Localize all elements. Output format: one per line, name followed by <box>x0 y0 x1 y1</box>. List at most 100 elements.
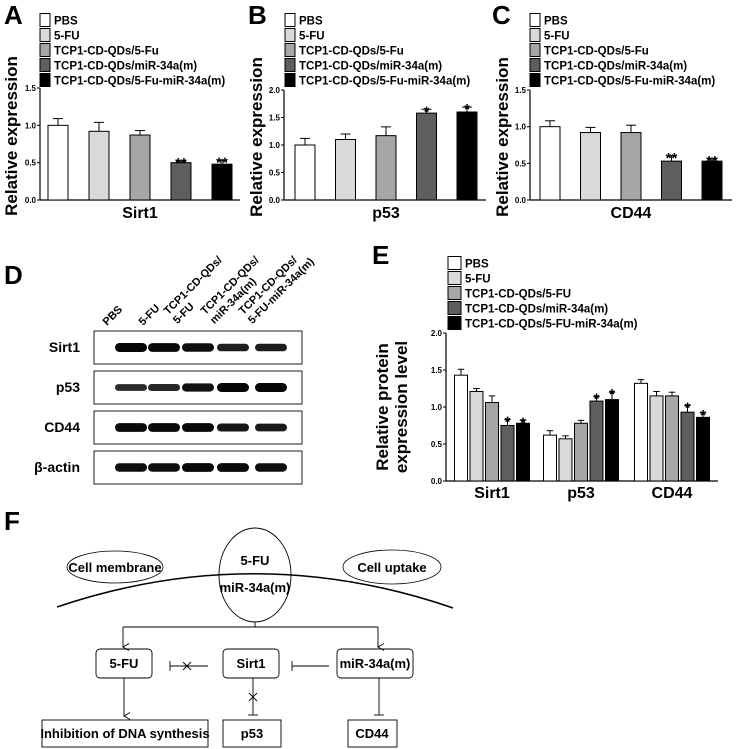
legend-label: TCP1-CD-QDs/5-FU <box>465 289 571 301</box>
bar <box>88 130 110 201</box>
legend-swatch <box>284 73 296 87</box>
y-tick-label: 1.5 <box>431 366 443 375</box>
significance-marker: * <box>424 103 430 120</box>
protein-band <box>182 463 214 472</box>
bar <box>469 390 484 482</box>
y-axis-label: Relative expression <box>493 57 512 217</box>
chart-b: PBS 5-FU TCP1-CD-QDs/5-Fu TCP1-CD-QDs/miR-3… <box>247 13 486 222</box>
bar <box>485 402 499 482</box>
legend-label: TCP1-CD-QDs/5-Fu <box>54 46 159 58</box>
cell-membrane-oval <box>66 550 164 584</box>
significance-marker: * <box>520 414 526 431</box>
protein-band <box>148 463 180 472</box>
bar <box>620 132 642 201</box>
y-tick-label: 1.5 <box>25 84 37 93</box>
significance-marker: * <box>464 101 470 118</box>
protein-band <box>115 463 147 472</box>
legend-label: TCP1-CD-QDs/miR-34a(m) <box>299 61 442 73</box>
protein-band <box>255 463 287 472</box>
bar <box>665 395 679 482</box>
chart-a: PBS 5-FU TCP1-CD-QDs/5-Fu TCP1-CD-QDs/miR-3… <box>2 13 240 222</box>
protein-band <box>182 383 214 392</box>
bar <box>294 144 316 201</box>
legend-label: TCP1-CD-QDs/5-Fu-miR-34a(m) <box>54 76 225 88</box>
legend-swatch <box>284 58 296 72</box>
node-p53-label: p53 <box>241 726 263 741</box>
y-tick-label: 0.5 <box>515 159 527 168</box>
cell-uptake-label: Cell uptake <box>357 560 426 575</box>
block-x-icon <box>182 661 192 671</box>
bar <box>701 160 723 201</box>
protein-band <box>217 383 249 392</box>
panel-label-d: D <box>4 260 23 290</box>
bar <box>605 399 619 482</box>
significance-marker: ** <box>666 150 678 167</box>
y-tick-label: 1.0 <box>431 403 443 412</box>
protein-band <box>255 383 287 392</box>
blot-row-label: Sirt1 <box>49 339 80 355</box>
protein-band <box>255 423 287 432</box>
panel-label-e: E <box>372 240 389 270</box>
legend-swatch <box>284 28 296 42</box>
carrier-mir-label: miR-34a(m) <box>220 580 291 595</box>
bar <box>500 425 515 482</box>
legend-swatch <box>284 43 296 57</box>
blot-row-label: CD44 <box>44 419 80 435</box>
protein-band <box>217 343 249 352</box>
lane-label: 5-FU <box>137 302 163 328</box>
significance-marker: * <box>700 407 706 424</box>
y-tick-label: 2.0 <box>431 329 443 338</box>
y-tick-label: 1.0 <box>515 123 527 132</box>
legend-swatch <box>529 73 541 87</box>
y-tick-label: 0.5 <box>269 169 281 178</box>
legend-label: TCP1-CD-QDs/5-Fu-miR-34a(m) <box>544 76 715 88</box>
legend-label: TCP1-CD-QDs/miR-34a(m) <box>465 304 608 316</box>
y-tick-label: 1.5 <box>515 86 527 95</box>
x-category-label: p53 <box>372 205 400 222</box>
significance-marker: * <box>609 386 615 403</box>
bar <box>456 111 478 201</box>
y-axis-label: Relative protein <box>373 343 392 471</box>
box-p53 <box>222 719 282 748</box>
box-sirt1 <box>222 648 280 679</box>
node-dna-label: Inhibition of DNA synthesis <box>40 726 209 741</box>
protein-band <box>217 463 249 472</box>
legend-label: TCP1-CD-QDs/5-Fu <box>299 46 404 58</box>
bar <box>680 411 695 482</box>
node-5fu-label: 5-FU <box>110 656 139 671</box>
bar <box>574 422 588 482</box>
mechanism-diagram <box>41 527 454 748</box>
legend-label: 5-FU <box>544 31 570 43</box>
box-dna <box>41 719 209 748</box>
carrier-5fu-label: 5-FU <box>241 553 270 568</box>
legend-swatch <box>447 271 462 285</box>
y-tick-label: 2.0 <box>269 86 281 95</box>
membrane-curve <box>56 573 454 609</box>
bar <box>335 139 356 201</box>
legend-swatch <box>39 13 51 27</box>
bar <box>416 112 437 201</box>
protein-band <box>182 423 214 432</box>
y-tick-label: 1.0 <box>25 121 37 130</box>
legend-swatch <box>39 28 51 42</box>
bar <box>170 162 192 201</box>
legend-label: TCP1-CD-QDs/miR-34a(m) <box>54 61 197 73</box>
legend-label: 5-FU <box>299 31 325 43</box>
legend-swatch <box>529 28 541 42</box>
protein-band <box>217 423 249 432</box>
significance-marker: ** <box>175 155 187 172</box>
box-mir <box>336 648 414 679</box>
significance-marker: * <box>594 391 600 408</box>
significance-marker: * <box>685 400 691 417</box>
y-tick-label: 0.0 <box>431 477 443 486</box>
bar <box>696 416 710 482</box>
significance-marker: ** <box>216 154 228 171</box>
legend-swatch <box>447 316 462 330</box>
panel-label-c: C <box>492 0 511 30</box>
protein-band <box>115 343 147 352</box>
legend-label: PBS <box>54 16 78 28</box>
x-category-label: CD44 <box>652 485 693 502</box>
legend-label: PBS <box>544 16 568 28</box>
legend-swatch <box>447 286 462 300</box>
x-category-label: p53 <box>567 485 595 502</box>
